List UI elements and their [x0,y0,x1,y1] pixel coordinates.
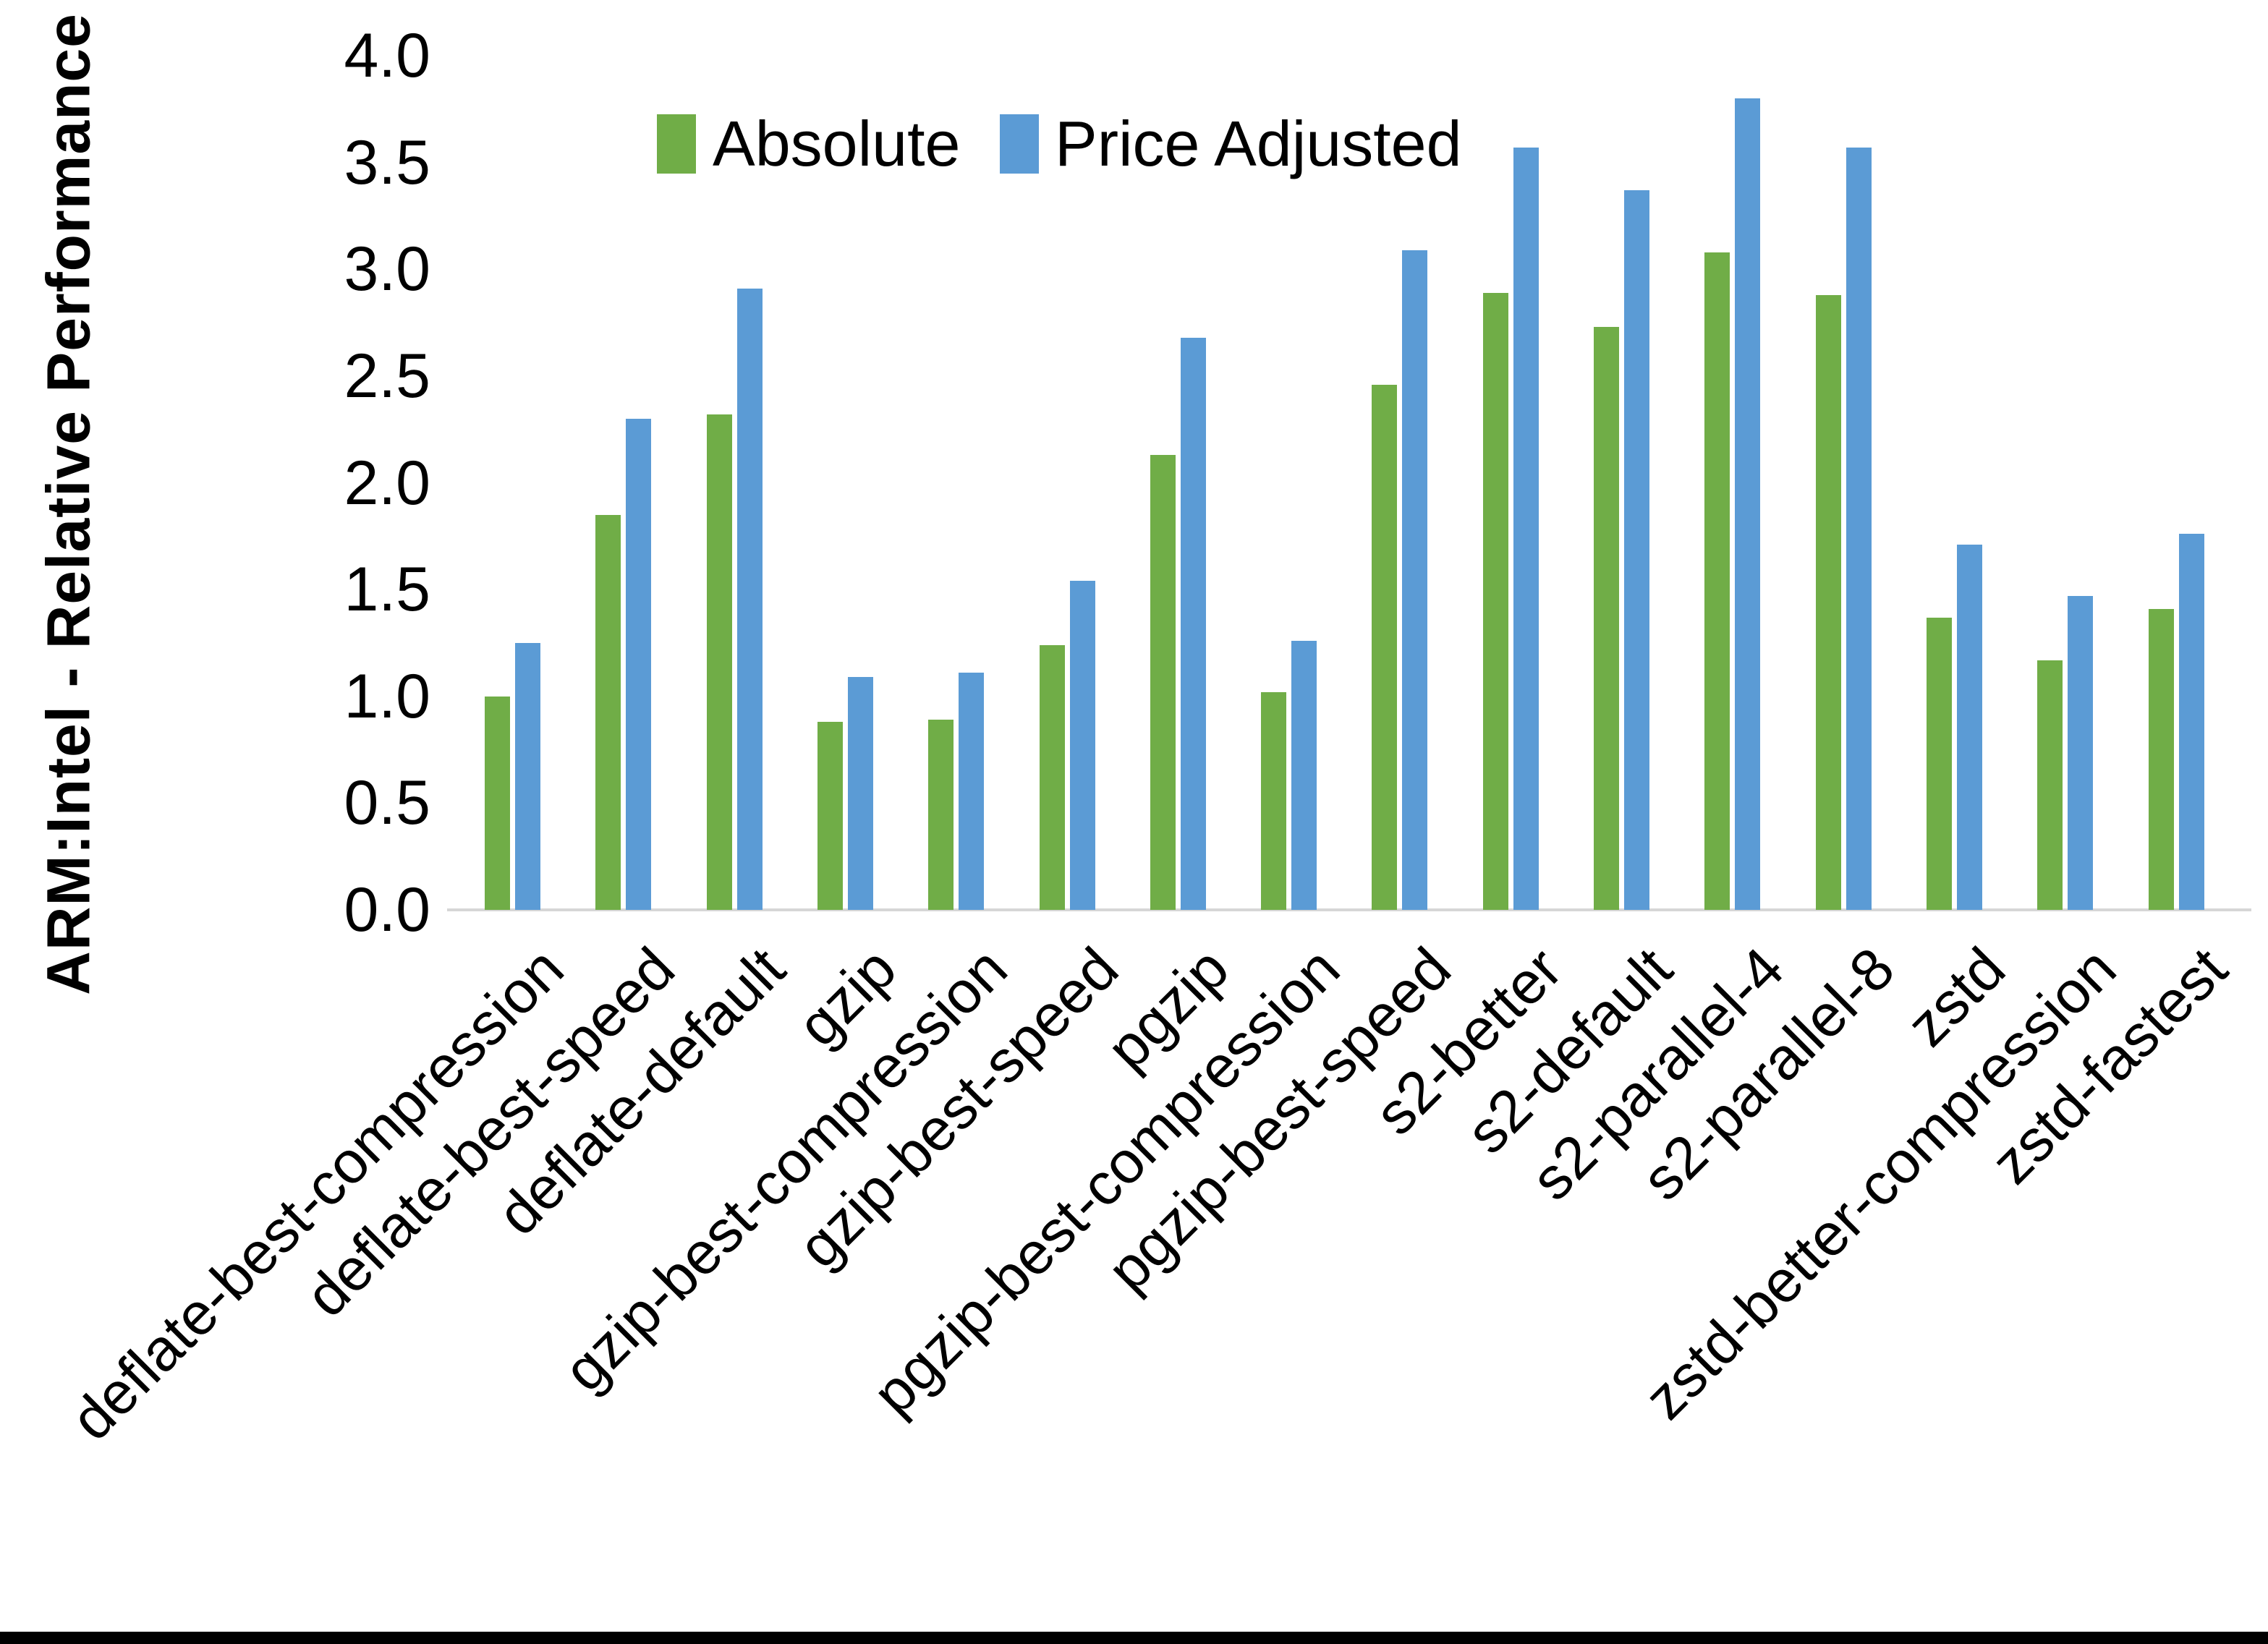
y-tick-label: 4.0 [344,21,430,90]
y-tick-label: 0.0 [344,875,430,945]
bar-price-adjusted [626,418,652,910]
bar-price-adjusted [1402,250,1428,910]
bar-absolute [1594,326,1619,910]
bar-absolute [1926,617,1952,910]
bar-price-adjusted [736,288,763,910]
bar-absolute [1039,644,1065,910]
bar-price-adjusted [1180,337,1206,910]
bar-price-adjusted [1846,147,1872,910]
bar-absolute [1815,294,1841,910]
bar-absolute [485,696,510,910]
bar-absolute [817,722,843,910]
bar-price-adjusted [1624,190,1649,910]
bar-price-adjusted [1956,545,1982,910]
y-tick-label: 3.0 [344,234,430,304]
y-tick-label: 2.5 [344,341,430,411]
legend-label-absolute: Absolute [713,108,961,179]
bar-absolute [1261,691,1287,910]
bar-price-adjusted [847,677,873,910]
bar-price-adjusted [2178,534,2204,910]
bar-price-adjusted [1513,147,1539,910]
bar-absolute [1482,292,1508,910]
bar-price-adjusted [1069,581,1095,910]
bar-absolute [1372,384,1398,910]
legend-swatch-price-adjusted [1000,114,1039,174]
bar-price-adjusted [1735,98,1761,910]
bar-absolute [928,720,954,910]
y-tick-label: 1.5 [344,555,430,625]
bar-absolute [595,514,621,910]
bar-price-adjusted [959,673,985,910]
bar-price-adjusted [1291,641,1317,910]
y-tick-label: 3.5 [344,127,430,197]
legend-swatch-absolute [657,114,696,174]
x-axis-line [447,908,2251,911]
bar-price-adjusted [515,642,540,910]
bar-absolute [2037,660,2063,910]
bar-price-adjusted [2068,595,2094,910]
y-tick-label: 1.0 [344,661,430,731]
legend-label-price-adjusted: Price Adjusted [1055,108,1462,179]
bar-absolute [2148,608,2174,910]
y-tick-label: 2.0 [344,448,430,518]
bar-absolute [1704,252,1730,910]
bottom-border [0,1632,2268,1644]
y-axis-title: ARM:Intel - Relative Performance [34,13,103,995]
bar-absolute [706,414,732,910]
bar-absolute [1150,455,1176,910]
y-tick-label: 0.5 [344,768,430,838]
